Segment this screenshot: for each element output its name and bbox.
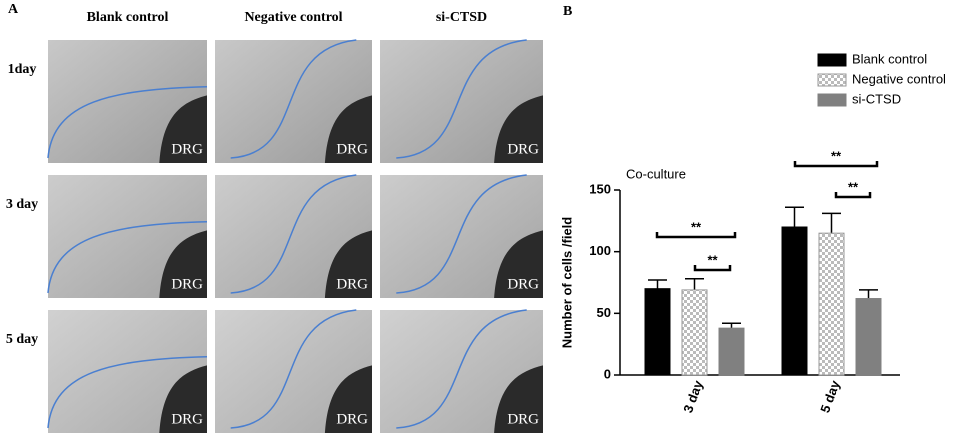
significance-bracket: [693, 265, 732, 272]
significance-label: **: [691, 219, 702, 234]
y-tick-label: 100: [589, 243, 611, 258]
error-bar: [648, 279, 667, 289]
column-header: Blank control: [87, 10, 169, 25]
error-bar: [722, 322, 741, 329]
chart-title: Co-culture: [626, 166, 686, 181]
dark-region: [159, 230, 207, 298]
drg-label: DRG: [336, 276, 368, 292]
significance-label: **: [707, 252, 718, 267]
dark-region: [159, 95, 207, 163]
legend-swatch: [817, 53, 847, 67]
boundary-line: [230, 39, 357, 159]
significance-label: **: [831, 148, 842, 163]
dark-region: [494, 365, 543, 433]
row-label: 1day: [8, 62, 37, 77]
drg-label: DRG: [336, 141, 368, 157]
boundary-line: [47, 355, 208, 429]
drg-label: DRG: [171, 411, 203, 427]
bar: [818, 232, 845, 376]
boundary-line: [230, 174, 357, 294]
dark-region: [324, 365, 372, 433]
row-label: 5 day: [6, 332, 38, 347]
significance-bracket: [793, 161, 879, 168]
significance-bracket: [655, 232, 737, 239]
error-bar: [822, 212, 841, 234]
row-label: 3 day: [6, 197, 38, 212]
legend-label: Blank control: [852, 51, 927, 66]
drg-label: DRG: [507, 276, 539, 292]
y-tick-label: 150: [589, 181, 611, 196]
boundary-line: [47, 85, 208, 159]
legend-label: Negative control: [852, 71, 946, 86]
column-header: si-CTSD: [436, 10, 487, 25]
legend-swatch: [817, 73, 847, 87]
boundary-line: [396, 174, 527, 294]
dark-region: [494, 95, 543, 163]
drg-label: DRG: [507, 141, 539, 157]
significance-bracket: [834, 192, 872, 199]
dark-region: [324, 230, 372, 298]
bar: [781, 226, 808, 376]
dark-region: [324, 95, 372, 163]
error-bar: [685, 278, 704, 290]
y-axis-label: Number of cells /field: [559, 217, 574, 349]
y-tick-label: 50: [597, 305, 611, 320]
y-tick-label: 0: [604, 366, 611, 381]
panel-label: A: [8, 2, 19, 17]
x-tick-label: 5 day: [817, 378, 843, 415]
bar: [644, 288, 671, 376]
drg-label: DRG: [171, 276, 203, 292]
bar: [718, 327, 745, 376]
column-header: Negative control: [244, 10, 342, 25]
x-tick-label: 3 day: [680, 378, 706, 415]
error-bar: [785, 206, 804, 227]
dark-region: [159, 365, 207, 433]
bar: [681, 289, 708, 376]
legend-label: si-CTSD: [852, 91, 901, 106]
boundary-line: [396, 39, 527, 159]
drg-label: DRG: [336, 411, 368, 427]
drg-label: DRG: [507, 411, 539, 427]
significance-label: **: [848, 179, 859, 194]
error-bar: [859, 289, 878, 299]
boundary-line: [47, 220, 208, 294]
bar: [855, 298, 882, 376]
drg-label: DRG: [171, 141, 203, 157]
boundary-line: [396, 309, 527, 429]
boundary-line: [230, 309, 357, 429]
dark-region: [494, 230, 543, 298]
panel-label: B: [563, 4, 572, 19]
legend-swatch: [817, 93, 847, 107]
